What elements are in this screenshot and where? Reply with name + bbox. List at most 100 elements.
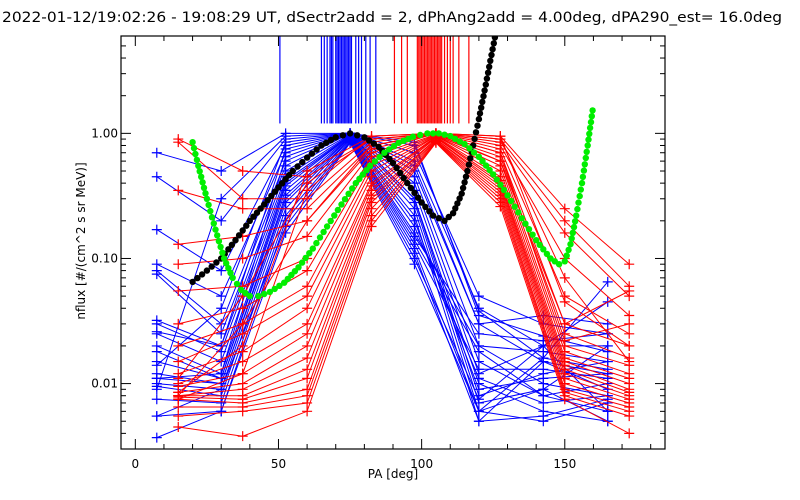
red-data-point — [237, 193, 248, 204]
blue-data-point — [151, 411, 162, 422]
red-series — [173, 128, 635, 398]
black-fit-point — [474, 122, 481, 129]
green-fit-point — [470, 149, 478, 156]
black-fit-point — [483, 75, 491, 82]
green-fit-point — [409, 133, 417, 140]
chart-title: 2022-01-12/19:02:26 - 19:08:29 UT, dSect… — [2, 10, 782, 26]
green-fit-point — [276, 282, 283, 289]
green-fit-point — [220, 255, 228, 262]
axes: 0 50 100 150 0.01 0.10 1.00 — [91, 35, 666, 471]
red-data-point — [173, 259, 184, 270]
red-data-point — [624, 340, 635, 351]
red-data-point — [173, 390, 184, 401]
green-fit-point — [529, 231, 536, 238]
blue-data-point — [151, 147, 162, 158]
x-tick-label: 100 — [410, 457, 433, 471]
blue-data-point — [538, 353, 549, 364]
green-fit-point — [306, 250, 313, 257]
black-fit-point — [271, 188, 279, 195]
green-fit-point — [233, 280, 241, 288]
green-fit-point — [574, 205, 581, 213]
blue-data-point — [473, 373, 484, 384]
black-fit-point — [339, 132, 347, 139]
black-fit-point — [332, 134, 339, 141]
green-fit-point — [196, 168, 203, 175]
green-fit-point — [215, 238, 223, 245]
green-fit-point — [588, 113, 595, 120]
black-fit-point — [461, 179, 468, 186]
green-fit-point — [573, 212, 580, 219]
green-fit-point — [493, 176, 500, 183]
black-fit-point — [445, 213, 452, 221]
red-data-point — [237, 166, 248, 177]
green-fit-point — [580, 167, 588, 174]
green-fit-point — [429, 130, 437, 137]
green-fit-point — [515, 209, 522, 216]
green-fit-point — [568, 235, 575, 242]
black-fit-point — [458, 190, 465, 197]
green-fit-point — [563, 252, 570, 259]
green-fit-point — [543, 250, 551, 258]
green-fit-point — [192, 150, 199, 158]
red-data-point — [237, 431, 248, 442]
red-data-point — [559, 227, 570, 238]
green-fit-point — [349, 185, 356, 192]
blue-series-line — [156, 141, 608, 417]
green-fit-point — [190, 144, 198, 152]
green-fit-point — [225, 265, 232, 272]
green-fit-point — [210, 220, 217, 227]
green-fit-point — [507, 197, 515, 205]
black-fit-point — [361, 134, 368, 141]
red-data-point — [559, 335, 570, 346]
black-fit-point — [393, 164, 400, 172]
black-fit-point — [208, 263, 215, 270]
black-fit-point — [239, 227, 246, 234]
y-tick-label: 0.01 — [91, 377, 118, 391]
red-series-line — [178, 136, 630, 390]
red-data-point — [173, 137, 184, 148]
red-data-point — [237, 253, 248, 264]
green-fit-point — [561, 258, 568, 265]
black-fit-point — [454, 200, 461, 207]
green-fit-point — [366, 162, 374, 169]
red-data-point — [302, 328, 313, 339]
red-data-point — [302, 340, 313, 351]
blue-data-point — [473, 328, 484, 339]
red-data-point — [559, 296, 570, 307]
red-data-point — [366, 221, 377, 232]
green-fit-point — [198, 173, 205, 180]
black-fit-point — [475, 115, 483, 123]
red-data-point — [624, 328, 635, 339]
blue-data-point — [602, 406, 613, 417]
red-series-line — [178, 141, 630, 417]
blue-data-point — [473, 384, 484, 395]
blue-data-point — [151, 360, 162, 371]
red-data-point — [302, 215, 313, 226]
green-fit-point — [395, 139, 402, 146]
green-fit-point — [223, 260, 230, 267]
green-fit-point — [212, 226, 219, 233]
blue-data-point — [409, 259, 420, 270]
green-fit-point — [570, 223, 578, 231]
black-fit-point — [228, 241, 236, 248]
red-data-point — [237, 318, 248, 329]
y-tick-label: 0.10 — [91, 251, 118, 265]
green-fit-point — [540, 246, 547, 253]
red-data-point — [237, 368, 248, 379]
blue-data-point — [151, 326, 162, 337]
red-data-point — [624, 285, 635, 296]
green-fit-point — [461, 140, 468, 148]
black-fit-point — [308, 150, 316, 157]
black-fit-point — [365, 137, 373, 144]
green-fit-point — [522, 220, 529, 227]
green-fit-point — [203, 195, 211, 202]
black-fit-point — [452, 205, 459, 212]
green-fit-point — [356, 175, 363, 182]
green-fit-point — [246, 292, 253, 300]
red-data-point — [237, 328, 248, 339]
black-fit-point — [203, 267, 211, 274]
red-series-line — [178, 139, 630, 404]
red-data-point — [302, 373, 313, 384]
black-fit-point — [246, 217, 253, 224]
